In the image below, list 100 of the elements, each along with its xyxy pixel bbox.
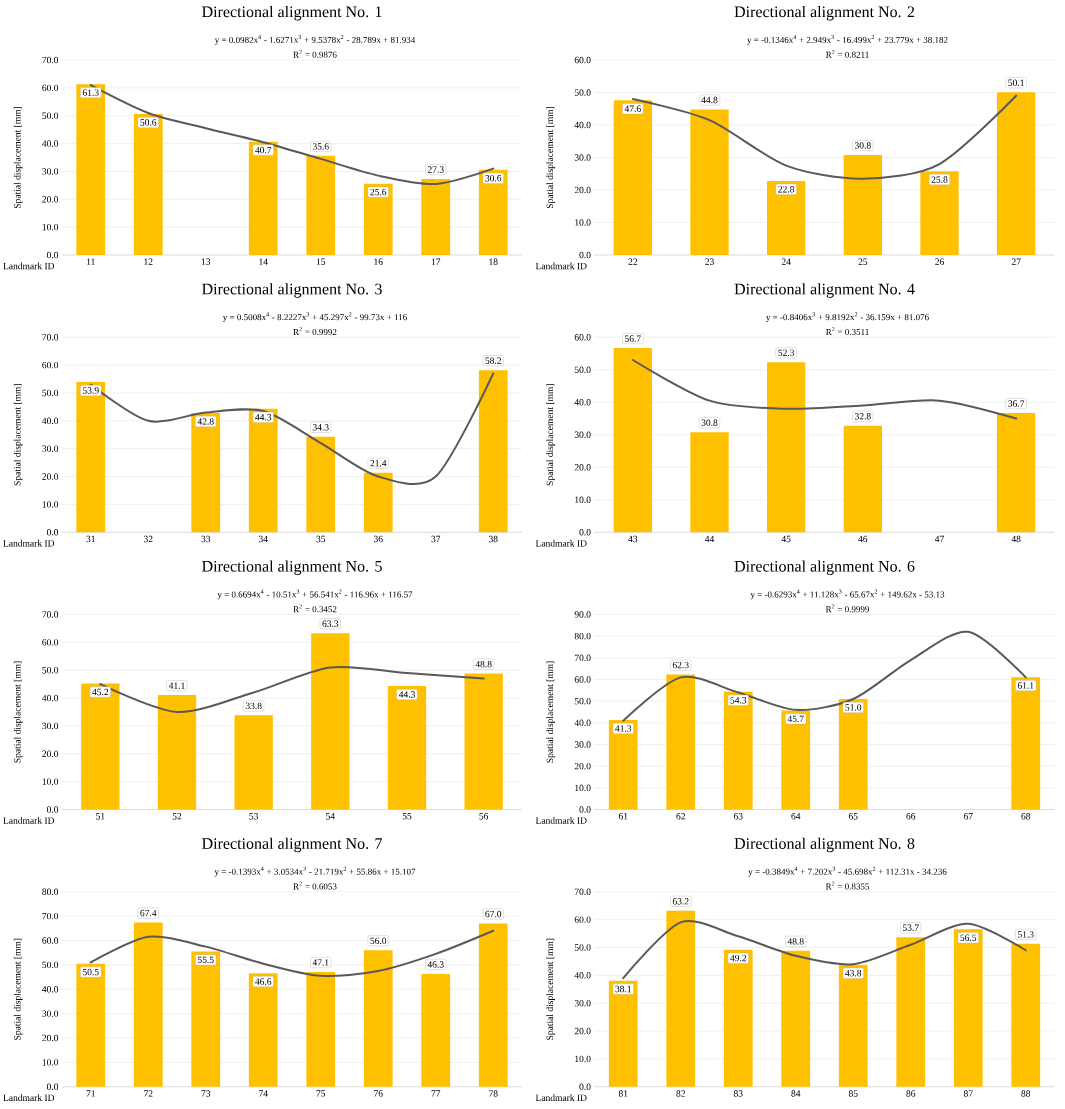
text: y = -0.1346x$^{4}$ + 2.949x$^{3}$ - 16.499x$^{2}$ + 23.779x + 38.182	[747, 35, 948, 45]
x-tick-label: 88	[1021, 1090, 1031, 1097]
text: R$^{2}$ = 0.9992	[293, 327, 337, 336]
y-tick-label: 70.0	[42, 611, 59, 618]
data-label: 35.6	[312, 143, 329, 150]
y-tick-label: 50.0	[42, 961, 59, 969]
data-label: 43.8	[845, 969, 862, 977]
y-tick-label: 50.0	[574, 697, 591, 705]
y-tick-label: 70.0	[42, 912, 59, 920]
bar	[81, 683, 120, 810]
y-tick-label: 40.0	[574, 121, 591, 129]
bar	[608, 980, 638, 1087]
data-label: 40.7	[255, 146, 272, 154]
y-tick-label: 60.0	[42, 84, 59, 92]
y-tick-label: 70.0	[42, 56, 59, 64]
data-label: 51.0	[845, 704, 862, 711]
bar	[421, 973, 451, 1087]
y-tick-label: 50.0	[574, 89, 591, 96]
text: y = 0.0982x$^{4}$ - 1.6271x$^{3}$ + 9.5378x$^{2}$ - 28.789x + 81.934	[214, 35, 416, 45]
text: R$^{2}$ = 0.9999	[825, 604, 870, 613]
y-axis-title: Spatial displacement [mm]	[546, 938, 555, 1040]
data-label: 58.2	[485, 357, 502, 364]
y-tick-label: 30.0	[42, 1010, 59, 1017]
y-tick-label: 0.0	[46, 1083, 59, 1090]
bar	[767, 362, 806, 533]
data-label: 46.6	[255, 978, 272, 985]
text: y = -0.3849x$^{4}$ + 7.202x$^{3}$ - 45.698x$^{2}$ + 112.31x - 34.236	[748, 866, 947, 877]
x-axis-title: Landmark ID	[535, 1094, 587, 1101]
y-tick-label: 30.0	[574, 431, 591, 438]
x-tick-label: 63	[733, 813, 743, 820]
x-axis-title: Landmark ID	[535, 539, 587, 547]
bar	[896, 937, 926, 1087]
y-tick-label: 30.0	[574, 741, 591, 748]
chart-title: Directional alignment No. 5	[202, 560, 382, 575]
y-tick-label: 90.0	[574, 611, 591, 618]
x-tick-label: 46	[858, 535, 868, 543]
y-tick-label: 20.0	[42, 473, 59, 480]
data-label: 47.6	[624, 105, 641, 112]
data-label: 25.8	[931, 176, 948, 183]
x-tick-label: 86	[906, 1090, 916, 1097]
data-label: 50.6	[140, 119, 157, 126]
x-axis-title: Landmark ID	[3, 817, 55, 824]
x-tick-label: 34	[258, 535, 268, 543]
y-tick-label: 80.0	[42, 888, 59, 895]
bar	[1011, 677, 1041, 810]
text: R$^{2}$ = 0.8211	[826, 49, 869, 58]
text: R$^{2}$ = 0.9876	[293, 49, 337, 58]
data-label: 61.1	[1017, 682, 1034, 689]
data-label: 61.3	[82, 89, 99, 96]
data-label: 33.8	[245, 702, 262, 710]
x-axis-title: Landmark ID	[535, 262, 587, 270]
data-label: 45.7	[787, 715, 804, 723]
y-tick-label: 20.0	[42, 750, 59, 758]
bar	[234, 715, 273, 810]
data-label: 47.1	[312, 959, 329, 966]
y-tick-label: 10.0	[575, 784, 591, 792]
y-tick-label: 10.0	[42, 778, 59, 785]
bar	[191, 413, 221, 533]
chart-title: Directional alignment No. 6	[734, 560, 915, 575]
x-tick-label: 35	[316, 535, 326, 543]
y-axis-title: Spatial displacement [mm]	[546, 384, 555, 486]
x-tick-label: 55	[402, 813, 412, 820]
x-tick-label: 82	[676, 1090, 685, 1097]
bar	[157, 695, 197, 810]
y-tick-label: 20.0	[42, 196, 59, 203]
x-tick-label: 78	[489, 1090, 498, 1097]
data-label: 45.2	[92, 688, 109, 696]
y-axis-title: Spatial displacement [mm]	[13, 107, 23, 209]
y-tick-label: 30.0	[42, 445, 59, 452]
y-tick-label: 40.0	[42, 694, 59, 702]
x-tick-label: 14	[259, 258, 268, 265]
chart-title: Directional alignment No. 3	[202, 283, 382, 298]
x-tick-label: 23	[705, 258, 714, 265]
data-label: 46.3	[427, 961, 444, 968]
chart-title: Directional alignment No. 2	[734, 5, 915, 21]
bar	[1011, 943, 1041, 1087]
y-tick-label: 10.0	[42, 223, 59, 231]
x-tick-label: 54	[326, 813, 335, 820]
text: y = -0.8406x$^{3}$ + 9.8192x$^{2}$ - 36.159x + 81.076	[766, 312, 929, 323]
data-label: 42.8	[197, 418, 214, 425]
x-tick-label: 12	[144, 258, 153, 265]
data-label: 56.0	[370, 937, 387, 945]
bar	[781, 710, 811, 810]
data-label: 53.9	[82, 387, 99, 394]
data-label: 48.8	[475, 660, 492, 668]
y-axis-title: Spatial displacement [mm]	[13, 384, 23, 486]
data-label: 32.8	[854, 413, 871, 420]
y-tick-label: 10.0	[42, 1059, 59, 1066]
text: y = -0.1393x$^{4}$ + 3.0534x$^{3}$ - 21.719x$^{2}$ + 55.86x + 15.107	[214, 866, 416, 877]
bar	[464, 673, 503, 810]
x-tick-label: 81	[618, 1090, 628, 1097]
chart-title: Directional alignment No. 1	[202, 5, 382, 21]
y-tick-label: 0.0	[579, 251, 591, 259]
data-label: 44.8	[701, 96, 718, 104]
bar	[248, 973, 278, 1087]
data-label: 38.1	[615, 985, 631, 993]
x-tick-label: 52	[172, 813, 182, 820]
y-tick-label: 30.0	[42, 168, 59, 175]
y-tick-label: 30.0	[42, 722, 59, 730]
x-tick-label: 77	[431, 1090, 441, 1097]
